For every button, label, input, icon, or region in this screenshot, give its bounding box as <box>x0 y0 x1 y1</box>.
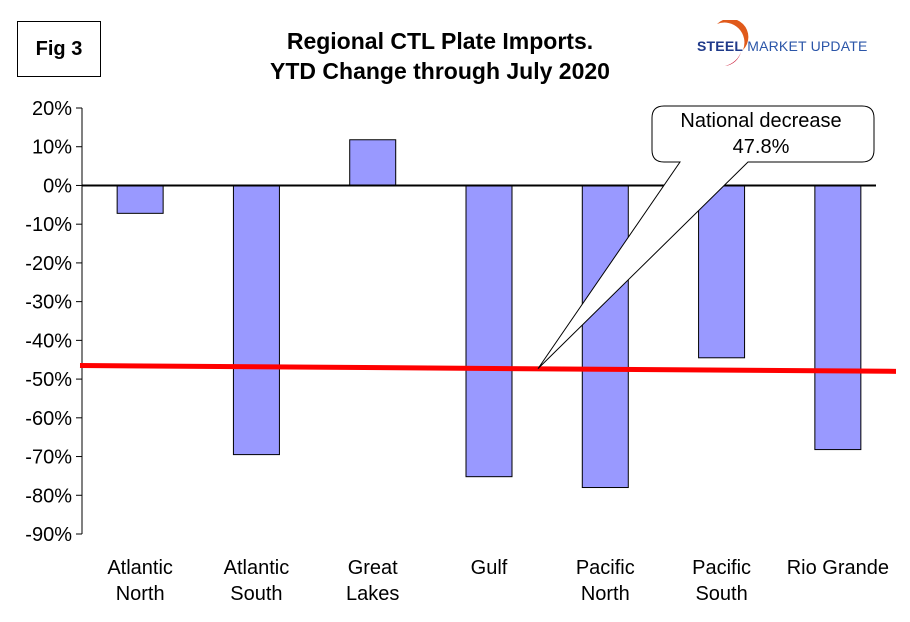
y-tick-label: -20% <box>25 253 72 275</box>
x-category-label: Great Lakes <box>346 557 399 605</box>
y-tick-label: -60% <box>25 408 72 430</box>
x-category-label: Gulf <box>471 557 508 579</box>
figure-label: Fig 3 <box>17 21 101 77</box>
chart-title-line-1: Regional CTL Plate Imports. <box>286 28 594 54</box>
bar <box>814 184 862 451</box>
y-tick-label: -40% <box>25 330 72 352</box>
y-tick-label: -30% <box>25 292 72 314</box>
callout-bubble <box>537 105 875 369</box>
y-tick-label: -70% <box>25 447 72 469</box>
logo-text-strong: STEEL <box>697 38 744 54</box>
bar <box>581 184 629 489</box>
y-tick-label: 10% <box>32 137 72 159</box>
logo-swoosh-icon <box>717 18 749 66</box>
x-category-label: Pacific North <box>576 557 635 605</box>
national-decrease-line <box>79 363 897 374</box>
y-tick-label: -80% <box>25 485 72 507</box>
x-category-label: Atlantic South <box>224 557 290 605</box>
y-tick-label: -10% <box>25 214 72 236</box>
y-tick-label: -50% <box>25 369 72 391</box>
bar <box>116 184 164 214</box>
y-tick-label: -90% <box>25 524 72 546</box>
chart-title: Regional CTL Plate Imports. YTD Change t… <box>200 26 680 86</box>
x-category-label: Pacific South <box>692 557 751 605</box>
steel-market-update-logo: STEEL MARKET UPDATE <box>697 18 872 68</box>
y-tick-label: 20% <box>32 98 72 120</box>
logo-text-rest: MARKET UPDATE <box>743 38 868 54</box>
x-category-label: Atlantic North <box>107 557 173 605</box>
x-category-label: Rio Grande <box>787 557 889 579</box>
bar <box>349 139 397 186</box>
y-tick-label: 0% <box>43 175 72 197</box>
chart-title-line-2: YTD Change through July 2020 <box>270 58 610 84</box>
bar <box>232 184 280 456</box>
bar <box>465 184 513 478</box>
bar <box>698 184 746 359</box>
